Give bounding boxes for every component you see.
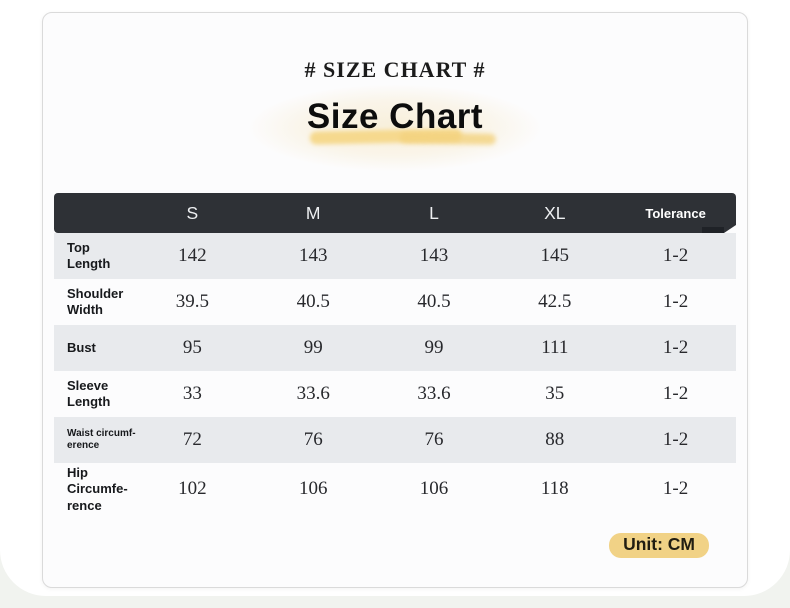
cell-value: 99 — [424, 337, 444, 358]
cell-value: 106 — [419, 478, 449, 500]
table-row-top-length: Top Length 142 143 143 145 1-2 — [54, 233, 736, 279]
cell-value: 118 — [540, 478, 569, 500]
page-title: Size Chart — [306, 97, 484, 136]
eyebrow-heading: # SIZE CHART # — [304, 57, 486, 82]
table-row-hip-circumference: Hip Circumfe- rence 102 106 106 118 1-2 — [54, 463, 736, 516]
cell-value: 76 — [303, 429, 323, 450]
cell-value: 88 — [545, 429, 565, 450]
cell-value: 142 — [178, 245, 207, 266]
cell-value: 1-2 — [662, 478, 689, 500]
cell-value: 72 — [182, 429, 202, 450]
cell-value: 95 — [182, 337, 202, 358]
cell-value: 35 — [545, 383, 565, 404]
cell-value: 99 — [303, 337, 323, 358]
column-header-xl: XL — [544, 202, 566, 223]
column-header-l: L — [429, 202, 439, 223]
title-block: Size Chart — [43, 85, 747, 171]
cell-value: 1-2 — [662, 337, 689, 358]
table-row-bust: Bust 95 99 99 111 1-2 — [54, 325, 736, 371]
cell-value: 106 — [298, 478, 328, 500]
cell-value: 1-2 — [662, 383, 689, 404]
cell-value: 39.5 — [175, 291, 210, 312]
table-row-shoulder-width: Shoulder Width 39.5 40.5 40.5 42.5 1-2 — [54, 279, 736, 325]
row-label: Bust — [67, 339, 96, 355]
cell-value: 102 — [178, 478, 207, 500]
cell-value: 1-2 — [662, 429, 689, 450]
cell-value: 1-2 — [662, 291, 689, 312]
cell-value: 33 — [182, 383, 202, 404]
row-label: Sleeve Length — [67, 377, 111, 409]
cell-value: 33.6 — [417, 383, 451, 404]
cell-value: 143 — [419, 245, 449, 266]
row-label: Waist circumf- erence — [67, 427, 136, 452]
column-header-s: S — [186, 202, 199, 223]
unit-badge: Unit: CM — [609, 533, 709, 558]
cell-value: 40.5 — [417, 291, 451, 312]
table-row-waist-circumference: Waist circumf- erence 72 76 76 88 1-2 — [54, 417, 736, 463]
title-glow-decoration — [250, 85, 540, 171]
row-label: Hip Circumfe- rence — [67, 465, 128, 513]
cell-value: 76 — [424, 429, 444, 450]
cell-value: 145 — [540, 245, 570, 266]
cell-value: 111 — [541, 337, 569, 358]
column-header-m: M — [305, 202, 321, 223]
cell-value: 33.6 — [296, 383, 330, 404]
cell-value: 143 — [298, 245, 328, 266]
size-chart-card: # SIZE CHART # Size Chart S M L XL Toler… — [42, 12, 748, 588]
row-label: Top Length — [67, 239, 111, 271]
table-header: S M L XL Tolerance — [54, 193, 736, 233]
column-header-tolerance: Tolerance — [645, 205, 706, 221]
size-table: S M L XL Tolerance Top Length 142 143 14… — [54, 193, 736, 516]
cell-value: 42.5 — [538, 291, 572, 312]
row-label: Shoulder Width — [67, 285, 124, 317]
cell-value: 1-2 — [662, 245, 689, 266]
table-row-sleeve-length: Sleeve Length 33 33.6 33.6 35 1-2 — [54, 371, 736, 417]
cell-value: 40.5 — [296, 291, 330, 312]
